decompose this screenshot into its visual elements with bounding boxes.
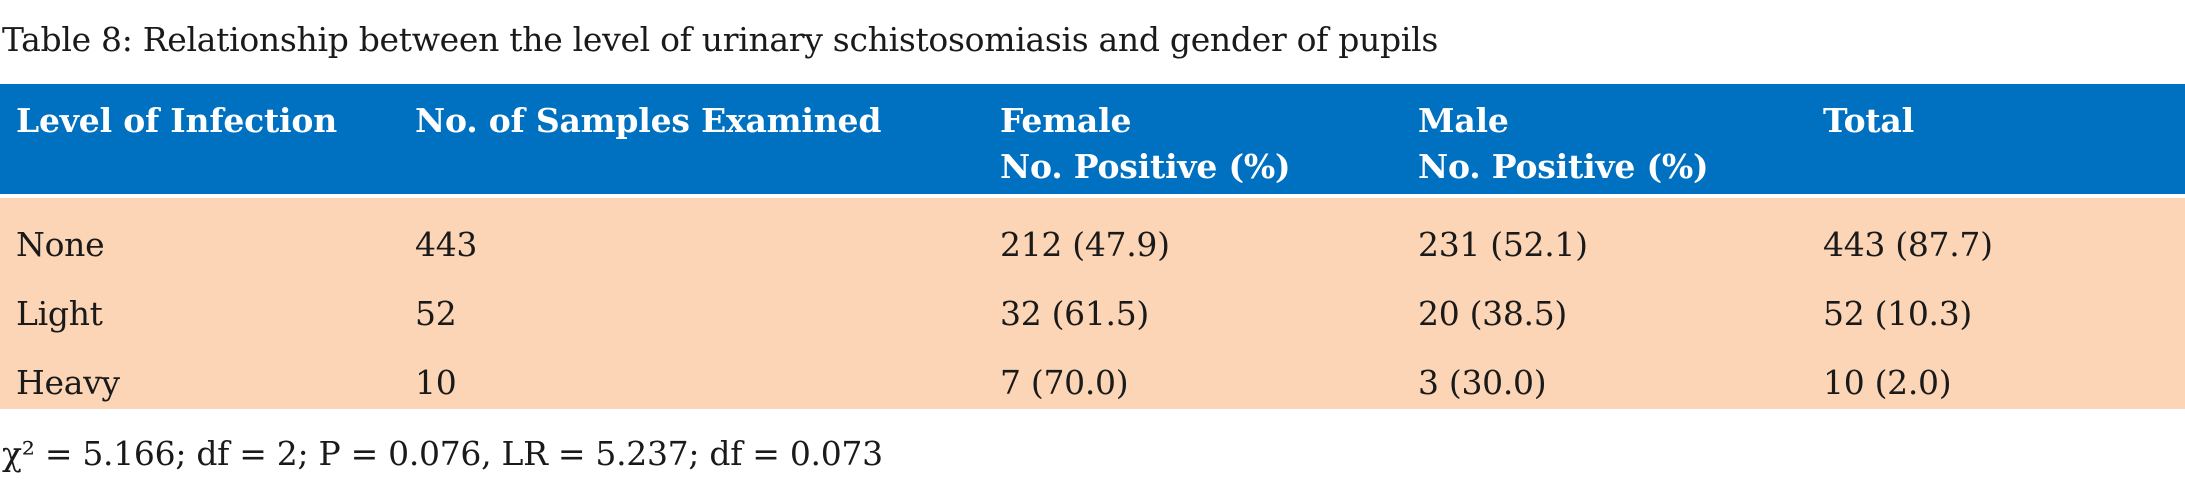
cell-male: 231 (52.1) <box>1418 225 1588 264</box>
cell-total: 10 (2.0) <box>1823 363 1952 402</box>
cell-total: 443 (87.7) <box>1823 225 1993 264</box>
cell-total: 52 (10.3) <box>1823 294 1973 333</box>
header-level-of-infection: Level of Infection <box>16 101 337 140</box>
cell-female: 32 (61.5) <box>1000 294 1150 333</box>
cell-level: Light <box>16 294 103 333</box>
table-body: None 443 212 (47.9) 231 (52.1) 443 (87.7… <box>0 198 2185 409</box>
table-header: Level of Infection No. of Samples Examin… <box>0 84 2185 198</box>
cell-level: Heavy <box>16 363 120 402</box>
table-footnote: χ² = 5.166; df = 2; P = 0.076, LR = 5.23… <box>2 434 883 473</box>
cell-male: 3 (30.0) <box>1418 363 1547 402</box>
cell-male: 20 (38.5) <box>1418 294 1568 333</box>
header-samples-examined: No. of Samples Examined <box>415 101 882 140</box>
cell-samples: 443 <box>415 225 478 264</box>
cell-level: None <box>16 225 105 264</box>
cell-samples: 52 <box>415 294 457 333</box>
cell-samples: 10 <box>415 363 457 402</box>
data-table: Level of Infection No. of Samples Examin… <box>0 84 2185 409</box>
header-male: Male No. Positive (%) <box>1418 101 1709 186</box>
header-total: Total <box>1823 101 1914 140</box>
table-caption: Table 8: Relationship between the level … <box>2 20 1439 59</box>
cell-female: 7 (70.0) <box>1000 363 1129 402</box>
header-female: Female No. Positive (%) <box>1000 101 1291 186</box>
cell-female: 212 (47.9) <box>1000 225 1170 264</box>
